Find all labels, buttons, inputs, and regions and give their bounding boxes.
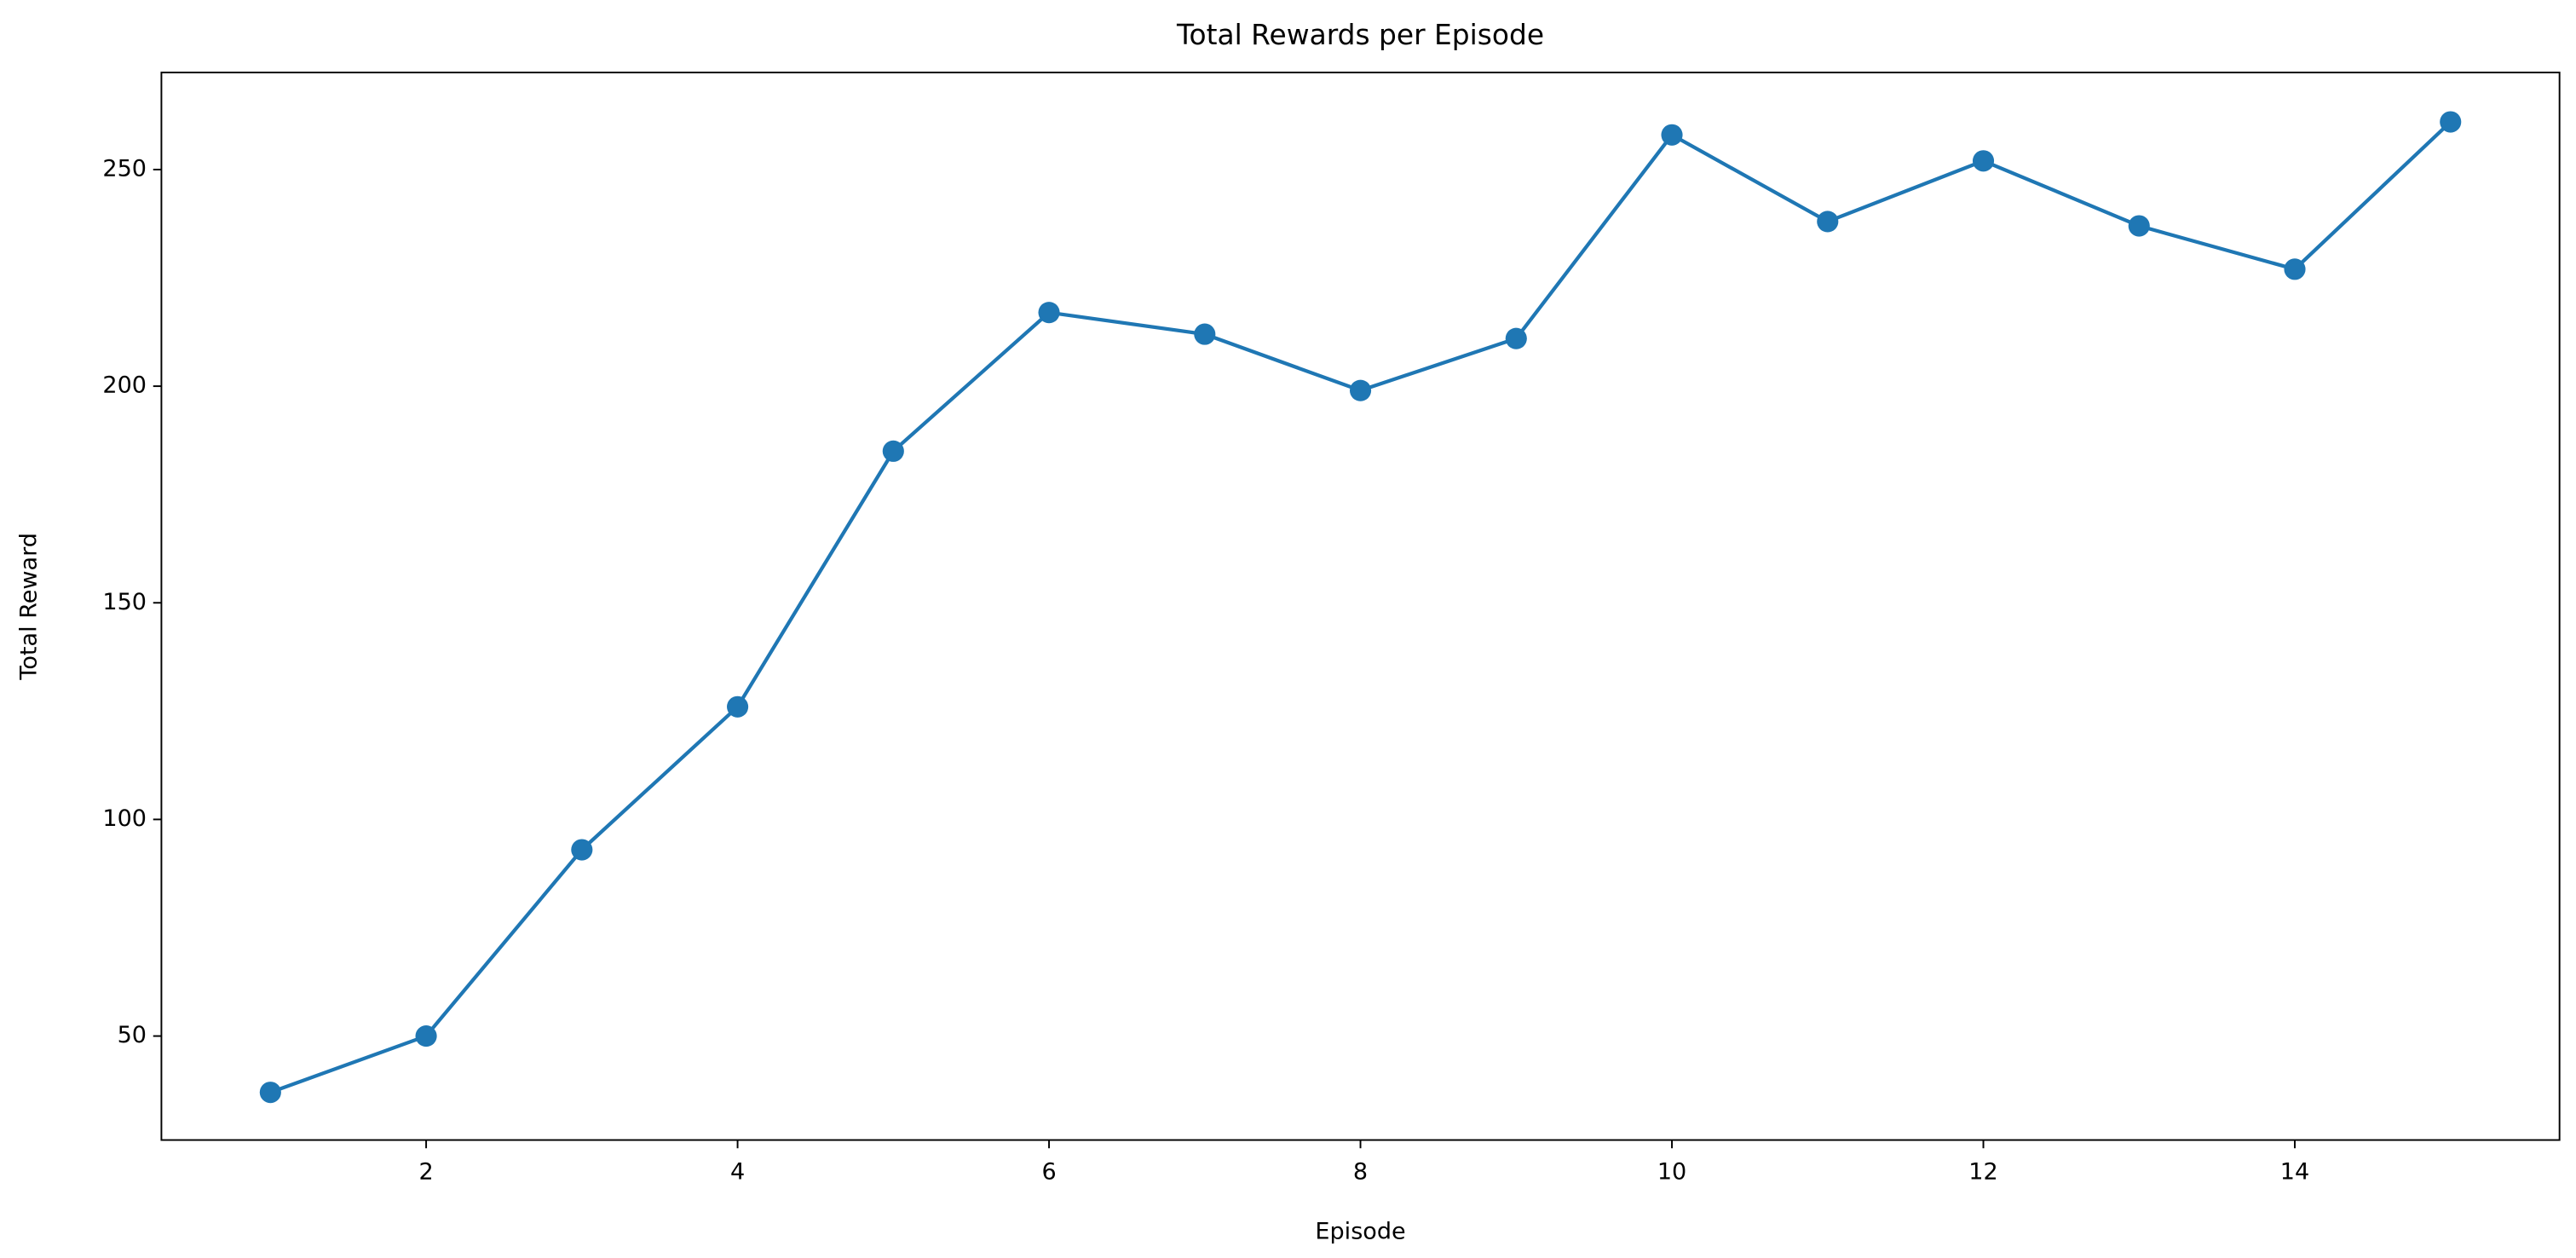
- x-tick-label: 10: [1657, 1159, 1686, 1186]
- y-tick-label: 200: [102, 372, 147, 399]
- point: [1038, 302, 1060, 324]
- y-tick-label: 50: [118, 1022, 147, 1048]
- point: [1349, 379, 1372, 401]
- x-axis-label: Episode: [1315, 1218, 1405, 1244]
- x-tick-label: 4: [730, 1159, 745, 1186]
- y-tick-label: 250: [102, 155, 147, 182]
- x-tick-label: 6: [1041, 1159, 1056, 1186]
- point: [2440, 111, 2462, 133]
- point: [1194, 323, 1216, 345]
- y-tick-label: 100: [102, 805, 147, 832]
- x-tick-label: 12: [1968, 1159, 1997, 1186]
- x-tick-label: 14: [2280, 1159, 2309, 1186]
- plot-frame: [160, 72, 2561, 1141]
- point: [1972, 150, 1995, 172]
- point: [415, 1025, 437, 1047]
- chart-title: Total Rewards per Episode: [1176, 19, 1544, 51]
- point: [1661, 124, 1683, 146]
- point: [727, 695, 749, 718]
- point: [259, 1082, 281, 1104]
- point: [2284, 258, 2306, 280]
- y-tick-label: 150: [102, 589, 147, 615]
- y-axis-label: Total Reward: [15, 533, 42, 681]
- point: [571, 839, 593, 861]
- x-tick-label: 8: [1353, 1159, 1368, 1186]
- x-tick-label: 2: [418, 1159, 433, 1186]
- point: [882, 440, 904, 462]
- point: [1505, 327, 1527, 349]
- line: [269, 120, 2452, 1094]
- point: [1817, 211, 1839, 233]
- point: [2128, 215, 2150, 237]
